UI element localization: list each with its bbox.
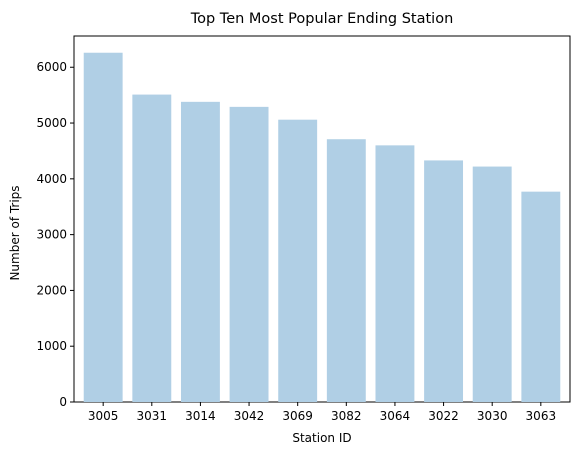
- x-tick-label: 3031: [137, 409, 168, 423]
- x-tick-label: 3069: [282, 409, 313, 423]
- bar-3082: [326, 139, 366, 402]
- x-tick-label: 3042: [234, 409, 265, 423]
- bar-3069: [278, 119, 318, 402]
- y-tick-label: 0: [59, 395, 67, 409]
- bars-group: [83, 52, 561, 403]
- bar-3063: [521, 191, 561, 402]
- y-axis: 0 1000 2000 3000 4000 5000 6000: [36, 60, 74, 409]
- x-axis: 3005 3031 3014 3042 3069 3082 3064 3022 3030 3063: [88, 402, 556, 423]
- bar-3030: [472, 166, 512, 402]
- y-tick-label: 6000: [36, 60, 67, 74]
- y-axis-label: Number of Trips: [8, 185, 22, 280]
- x-tick-label: 3005: [88, 409, 119, 423]
- x-tick-label: 3064: [380, 409, 411, 423]
- bar-3022: [424, 160, 464, 402]
- x-tick-label: 3030: [477, 409, 508, 423]
- y-tick-label: 4000: [36, 172, 67, 186]
- y-tick-label: 1000: [36, 339, 67, 353]
- x-tick-label: 3082: [331, 409, 362, 423]
- x-tick-label: 3014: [185, 409, 216, 423]
- bar-3005: [83, 52, 123, 403]
- bar-3014: [180, 101, 220, 403]
- chart-title: Top Ten Most Popular Ending Station: [190, 11, 454, 27]
- y-tick-label: 2000: [36, 283, 67, 297]
- x-tick-label: 3063: [526, 409, 557, 423]
- plot-area: [73, 35, 571, 403]
- x-tick-label: 3022: [428, 409, 459, 423]
- x-axis-label: Station ID: [292, 431, 351, 445]
- bar-3031: [132, 94, 172, 403]
- bar-3042: [229, 106, 269, 403]
- y-tick-label: 5000: [36, 116, 67, 130]
- bar-3064: [375, 145, 415, 403]
- y-tick-label: 3000: [36, 228, 67, 242]
